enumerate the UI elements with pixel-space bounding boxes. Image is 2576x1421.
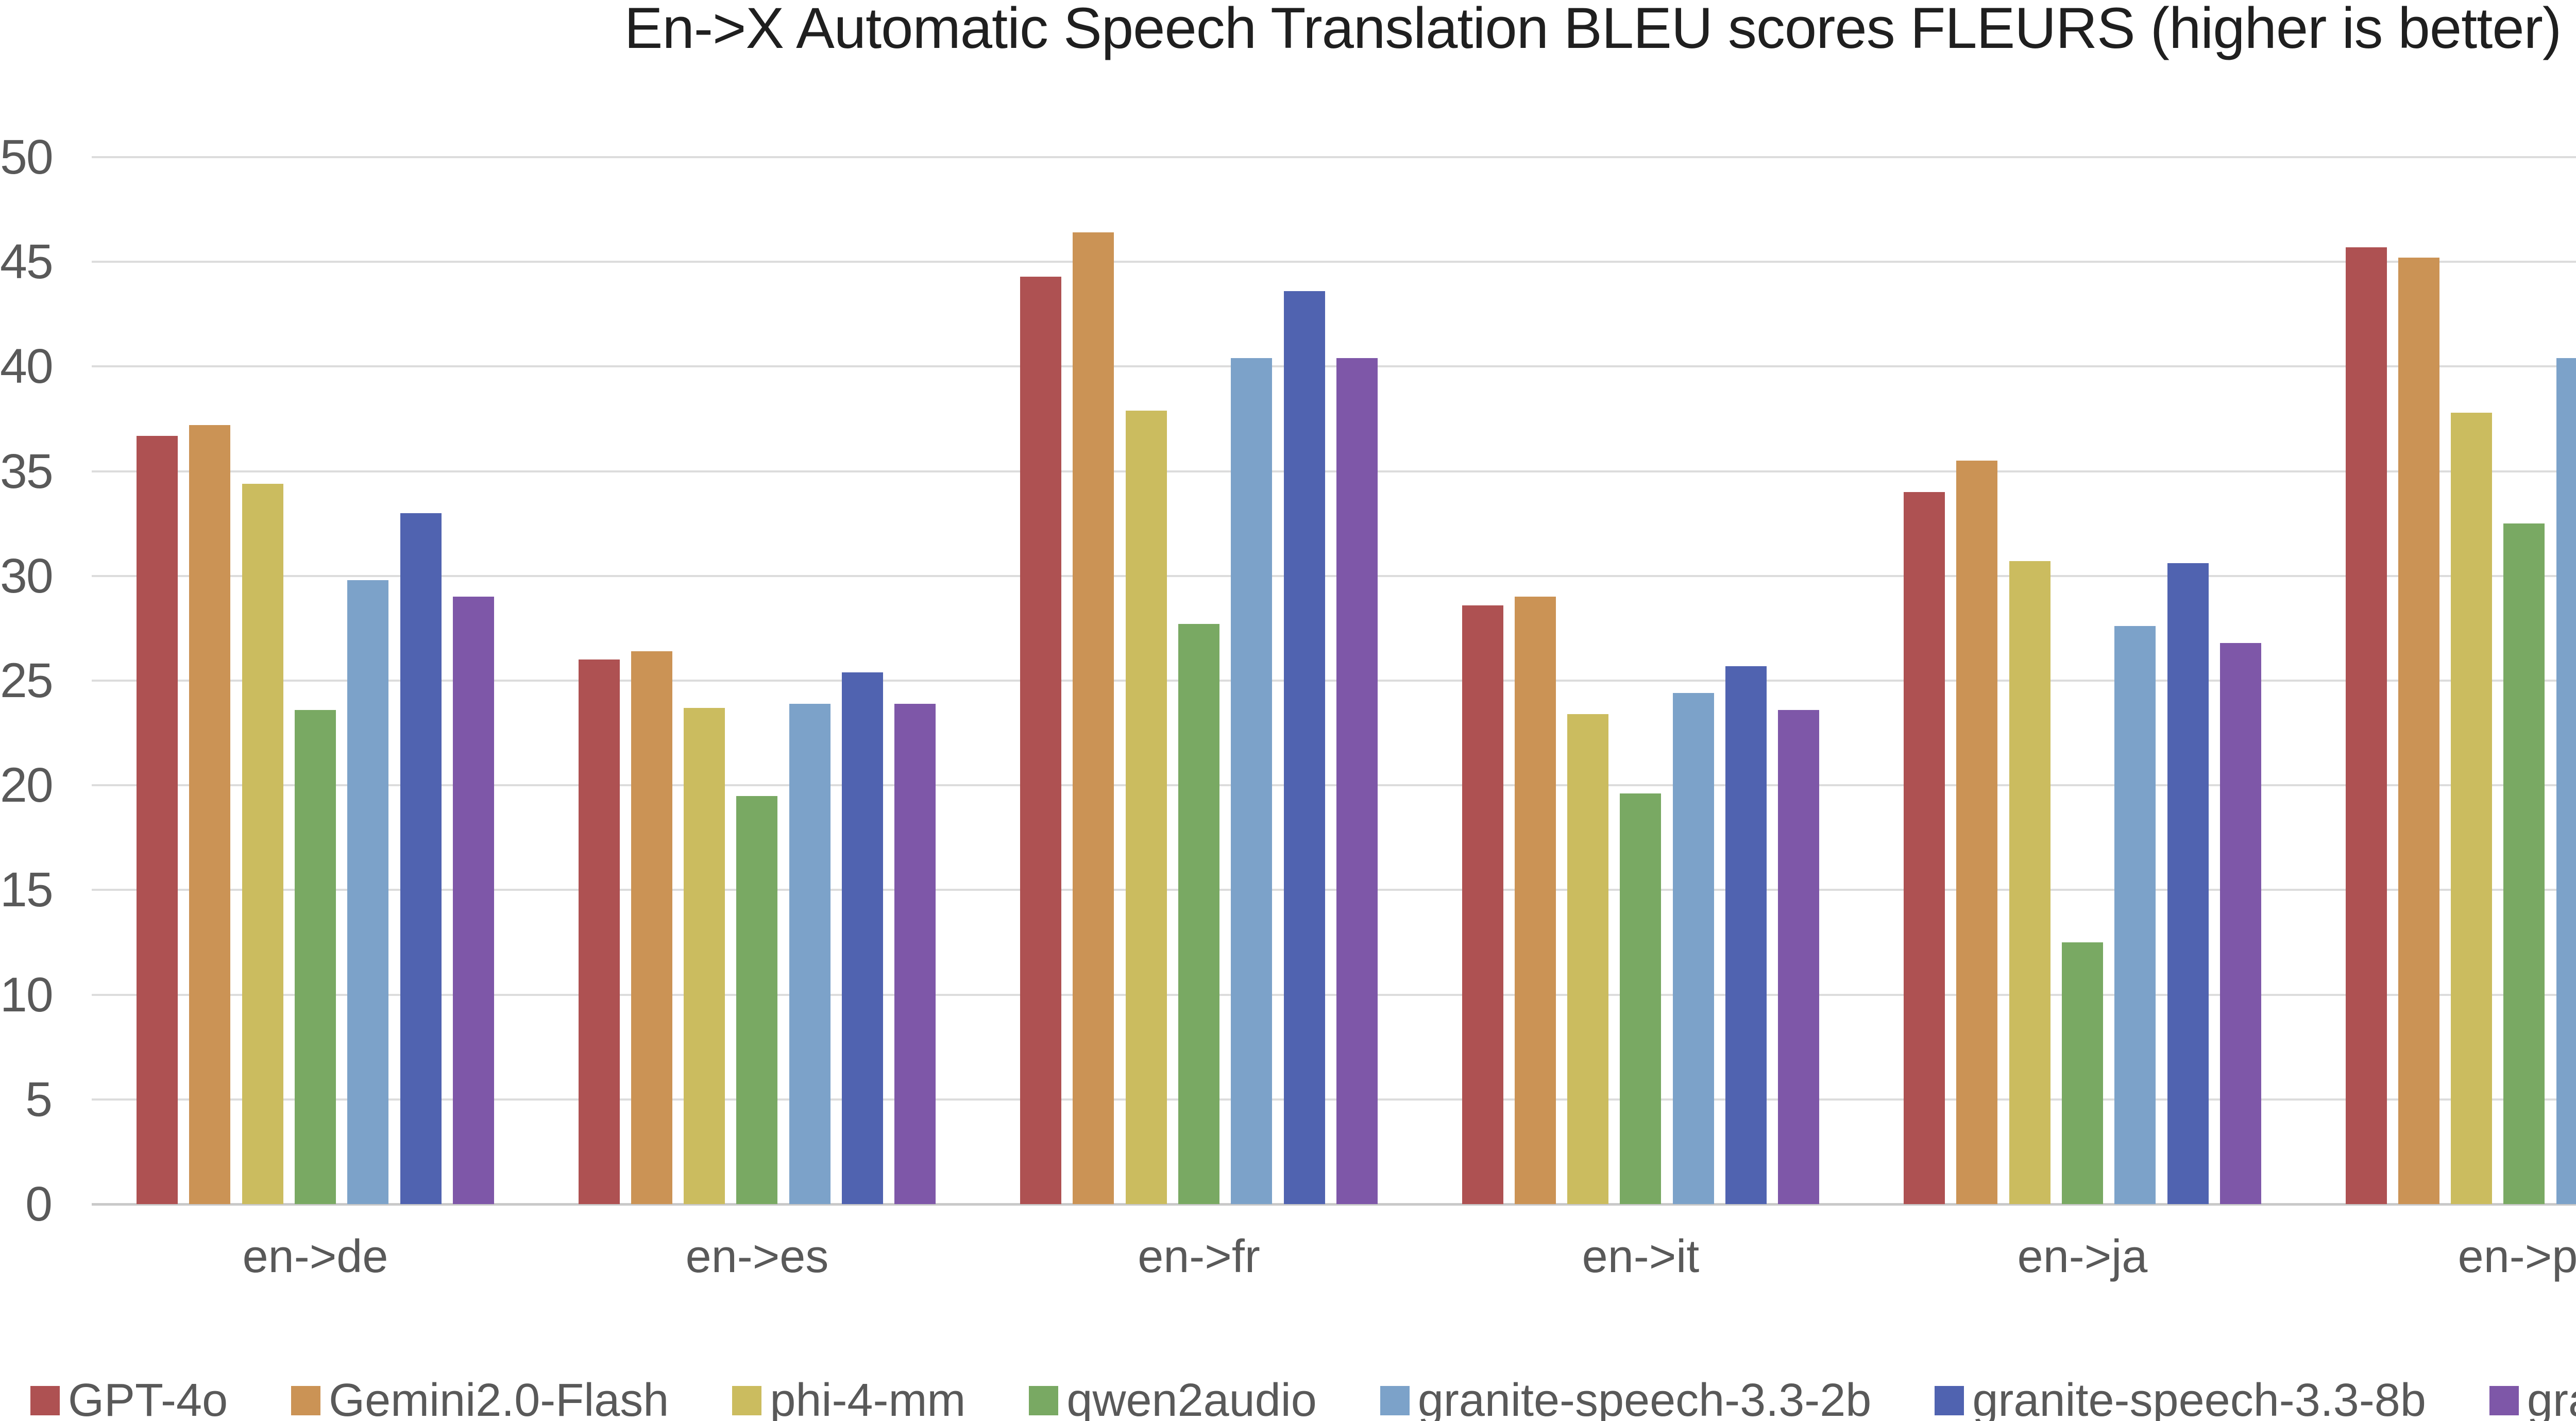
bar-granite-4.0-1b-speech-en->fr <box>1336 358 1378 1204</box>
legend-swatch-granite-speech-3.3-8b <box>1935 1385 1964 1415</box>
bar-Gemini2.0-Flash-en->de <box>189 425 231 1204</box>
bar-phi-4-mm-en->it <box>1567 714 1609 1204</box>
y-tick-label-45: 45 <box>0 234 54 290</box>
bar-granite-speech-3.3-8b-en->ja <box>2167 563 2209 1204</box>
bar-phi-4-mm-en->de <box>242 483 283 1204</box>
bar-phi-4-mm-en->es <box>684 707 725 1204</box>
gridline-40 <box>92 365 2576 368</box>
bar-Gemini2.0-Flash-en->ja <box>1956 461 1998 1204</box>
bar-granite-speech-3.3-8b-en->de <box>400 513 442 1204</box>
bar-Gemini2.0-Flash-en->it <box>1514 597 1556 1204</box>
x-axis-label-en->es: en->es <box>685 1231 829 1282</box>
bar-Gemini2.0-Flash-en->fr <box>1073 232 1114 1204</box>
bar-granite-speech-3.3-2b-en->de <box>347 580 389 1204</box>
legend-label-granite-4.0-1b-speech: granite-4.0-1b-speech <box>2527 1375 2576 1421</box>
bar-group-en->es <box>578 157 936 1204</box>
y-tick-label-35: 35 <box>0 444 54 499</box>
gridline-10 <box>92 993 2576 996</box>
legend-label-qwen2audio: qwen2audio <box>1066 1375 1317 1421</box>
bar-group-en->it <box>1462 157 1820 1204</box>
bar-granite-4.0-1b-speech-en->it <box>1778 709 1820 1204</box>
bar-GPT-4o-en->it <box>1462 605 1503 1204</box>
legend-item-qwen2audio: qwen2audio <box>1029 1375 1317 1421</box>
x-axis-label-en->de: en->de <box>242 1231 388 1282</box>
legend-label-granite-speech-3.3-8b: granite-speech-3.3-8b <box>1972 1375 2426 1421</box>
bar-group-en->fr <box>1020 157 1378 1204</box>
gridline-15 <box>92 889 2576 891</box>
bar-Gemini2.0-Flash-en->es <box>631 651 672 1204</box>
bar-qwen2audio-en->es <box>736 796 778 1204</box>
legend-swatch-phi-4-mm <box>732 1385 762 1415</box>
legend-swatch-qwen2audio <box>1029 1385 1059 1415</box>
bar-phi-4-mm-en->pt <box>2451 412 2493 1204</box>
bar-granite-4.0-1b-speech-en->de <box>452 597 494 1204</box>
legend-swatch-Gemini2.0-Flash <box>291 1385 321 1415</box>
legend-swatch-granite-speech-3.3-2b <box>1380 1385 1410 1415</box>
bar-qwen2audio-en->fr <box>1178 624 1219 1204</box>
legend-label-Gemini2.0-Flash: Gemini2.0-Flash <box>329 1375 669 1421</box>
bar-granite-4.0-1b-speech-en->es <box>894 703 936 1204</box>
legend-label-granite-speech-3.3-2b: granite-speech-3.3-2b <box>1417 1375 1872 1421</box>
legend-swatch-granite-4.0-1b-speech <box>2489 1385 2519 1415</box>
chart-title: En->X Automatic Speech Translation BLEU … <box>624 0 2562 60</box>
legend-item-granite-4.0-1b-speech: granite-4.0-1b-speech <box>2489 1375 2576 1421</box>
legend-item-granite-speech-3.3-2b: granite-speech-3.3-2b <box>1380 1375 1872 1421</box>
plot-area <box>92 156 2576 1206</box>
bar-qwen2audio-en->ja <box>2061 942 2103 1204</box>
y-tick-label-20: 20 <box>0 758 54 813</box>
legend-item-granite-speech-3.3-8b: granite-speech-3.3-8b <box>1935 1375 2426 1421</box>
bar-GPT-4o-en->pt <box>2345 247 2387 1204</box>
x-axis-label-en->pt: en->pt <box>2458 1231 2576 1282</box>
bar-granite-speech-3.3-8b-en->es <box>842 672 884 1204</box>
bar-granite-4.0-1b-speech-en->ja <box>2219 642 2261 1204</box>
bar-group-en->ja <box>1904 157 2261 1204</box>
bar-phi-4-mm-en->ja <box>2009 561 2050 1204</box>
bar-granite-speech-3.3-2b-en->pt <box>2556 358 2576 1204</box>
y-tick-label-50: 50 <box>0 130 54 184</box>
bar-phi-4-mm-en->fr <box>1125 410 1167 1204</box>
y-tick-label-30: 30 <box>0 548 54 603</box>
y-tick-label-0: 0 <box>25 1177 53 1231</box>
legend-swatch-GPT-4o <box>30 1385 60 1415</box>
x-axis-label-en->ja: en->ja <box>2017 1231 2148 1282</box>
bar-group-en->de <box>137 157 494 1204</box>
legend: GPT-4o Gemini2.0-Flash phi-4-mm qwen2audio g… <box>30 1375 2576 1421</box>
legend-item-phi-4-mm: phi-4-mm <box>732 1375 965 1421</box>
gridline-35 <box>92 470 2576 472</box>
gridline-30 <box>92 574 2576 577</box>
x-axis-label-en->fr: en->fr <box>1138 1231 1260 1282</box>
bar-group-en->pt <box>2345 157 2576 1204</box>
legend-item-Gemini2.0-Flash: Gemini2.0-Flash <box>291 1375 669 1421</box>
gridline-50 <box>92 156 2576 158</box>
bar-Gemini2.0-Flash-en->pt <box>2398 258 2439 1204</box>
bar-GPT-4o-en->es <box>578 659 620 1204</box>
y-tick-label-5: 5 <box>25 1072 53 1127</box>
bar-GPT-4o-en->ja <box>1904 492 1945 1204</box>
bar-GPT-4o-en->de <box>137 435 178 1204</box>
gridline-20 <box>92 784 2576 787</box>
bar-qwen2audio-en->pt <box>2503 523 2545 1204</box>
bar-granite-speech-3.3-8b-en->fr <box>1283 291 1325 1204</box>
legend-item-GPT-4o: GPT-4o <box>30 1375 228 1421</box>
gridline-45 <box>92 261 2576 263</box>
bar-granite-speech-3.3-2b-en->es <box>789 703 831 1204</box>
gridline-5 <box>92 1098 2576 1101</box>
x-axis-line <box>92 1203 2576 1206</box>
y-tick-label-15: 15 <box>0 862 54 918</box>
legend-label-phi-4-mm: phi-4-mm <box>770 1375 966 1421</box>
bar-qwen2audio-en->de <box>294 709 336 1204</box>
y-tick-label-40: 40 <box>0 339 54 394</box>
gridline-25 <box>92 680 2576 682</box>
bar-granite-speech-3.3-8b-en->it <box>1725 666 1767 1204</box>
y-tick-label-10: 10 <box>0 967 54 1022</box>
bar-granite-speech-3.3-2b-en->fr <box>1231 358 1273 1204</box>
bar-GPT-4o-en->fr <box>1020 276 1061 1204</box>
legend-label-GPT-4o: GPT-4o <box>68 1375 228 1421</box>
bar-qwen2audio-en->it <box>1620 793 1662 1204</box>
y-tick-label-25: 25 <box>0 653 54 708</box>
x-axis-label-en->it: en->it <box>1582 1231 1700 1282</box>
bar-granite-speech-3.3-2b-en->ja <box>2114 626 2156 1204</box>
bar-granite-speech-3.3-2b-en->it <box>1672 693 1714 1204</box>
